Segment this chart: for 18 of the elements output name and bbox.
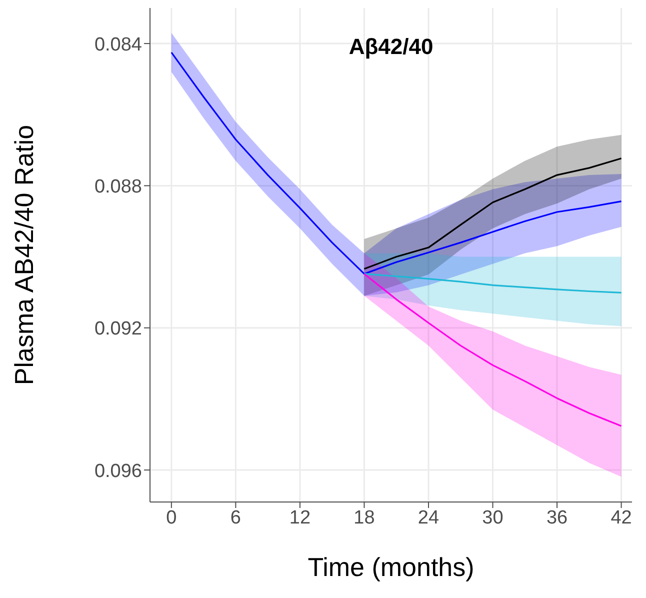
x-tick-label: 42 [610, 507, 632, 528]
y-tick-label: 0.088 [94, 176, 142, 198]
line-series [363, 158, 622, 270]
y-tick-label: 0.092 [94, 318, 142, 340]
y-tick-label: 0.096 [94, 460, 142, 482]
x-tick-label: 30 [482, 507, 504, 528]
text: Aβ42/40 [348, 34, 434, 60]
x-tick-label: 6 [230, 507, 241, 528]
line-series [363, 273, 622, 427]
line-series [363, 273, 622, 294]
y-tick-label: 0.084 [94, 34, 142, 56]
x-tick-label: 18 [354, 507, 375, 528]
x-tick-label: 36 [546, 507, 568, 528]
x-tick-label: 24 [418, 507, 440, 528]
x-axis-title: Time (months) [308, 552, 474, 582]
x-tick-label: 12 [289, 507, 311, 528]
x-tick-label: 0 [166, 507, 177, 528]
y-axis-title: Plasma AB42/40 Ratio [9, 124, 40, 386]
